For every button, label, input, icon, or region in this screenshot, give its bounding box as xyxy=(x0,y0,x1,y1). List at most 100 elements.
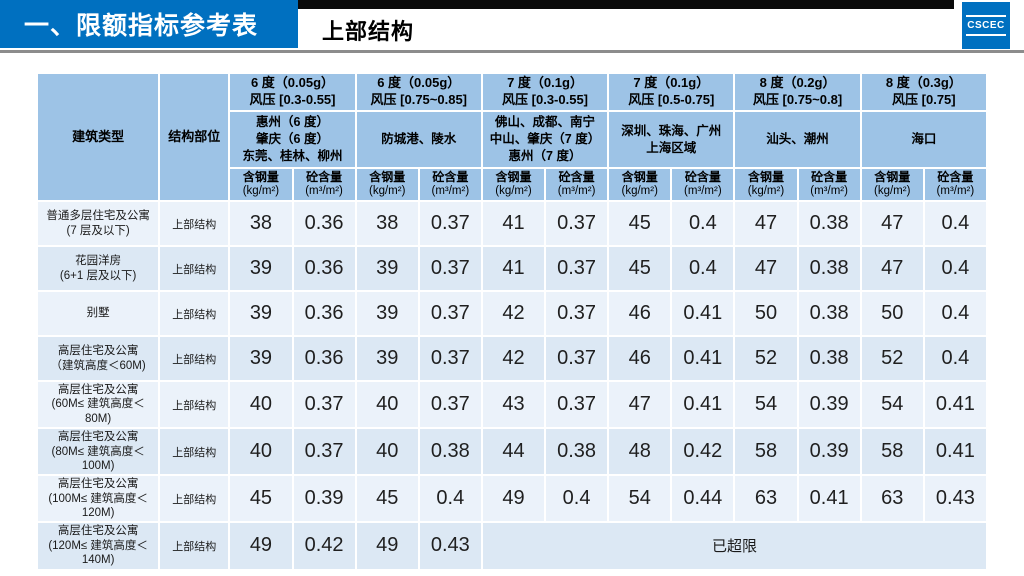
value-cell: 0.4 xyxy=(417,474,483,524)
slide-title-bar: 一、限额指标参考表 xyxy=(0,0,298,48)
value-cell: 47 xyxy=(859,200,925,247)
value-cell: 0.36 xyxy=(291,245,357,292)
value-cell: 0.38 xyxy=(796,335,862,382)
table-row: 别墅 上部结构 39 0.36 39 0.37 42 0.37 46 0.41 50 0.38 50 0.… xyxy=(35,290,989,337)
value-cell: 0.37 xyxy=(417,245,483,292)
value-cell: 0.37 xyxy=(291,379,357,430)
measure-header-concrete-2: 砼含量 (m³/m²) xyxy=(417,167,483,202)
measure-header-steel-4: 含钢量 (kg/m²) xyxy=(607,167,673,202)
structure-part-cell: 上部结构 xyxy=(158,335,231,382)
value-cell: 0.42 xyxy=(670,427,736,477)
value-cell: 50 xyxy=(859,290,925,337)
measure-header-steel-6: 含钢量 (kg/m²) xyxy=(859,167,925,202)
value-cell: 0.37 xyxy=(544,245,610,292)
measure-header-concrete-4: 砼含量 (m³/m²) xyxy=(670,167,736,202)
value-cell: 0.4 xyxy=(670,245,736,292)
value-cell: 0.38 xyxy=(417,427,483,477)
structure-part-cell: 上部结构 xyxy=(158,474,231,524)
value-cell: 0.37 xyxy=(544,335,610,382)
value-cell: 0.4 xyxy=(544,474,610,524)
value-cell: 0.37 xyxy=(291,427,357,477)
structure-part-cell: 上部结构 xyxy=(158,427,231,477)
table-row: 高层住宅及公寓 (120M≤ 建筑高度＜140M) 上部结构 49 0.42 49 0.4… xyxy=(35,521,989,571)
group-header-cities-6: 海口 xyxy=(859,110,989,169)
value-cell: 52 xyxy=(733,335,799,382)
cscec-logo: CSCEC xyxy=(962,2,1010,49)
over-limit-cell: 已超限 xyxy=(480,521,989,571)
value-cell: 58 xyxy=(733,427,799,477)
value-cell: 39 xyxy=(228,245,294,292)
group-header-intensity-3: 7 度（0.1g） 风压 [0.3-0.55] xyxy=(480,72,610,112)
value-cell: 43 xyxy=(480,379,547,430)
measure-header-steel-2: 含钢量 (kg/m²) xyxy=(354,167,420,202)
table-row: 高层住宅及公寓 (60M≤ 建筑高度＜80M) 上部结构 40 0.37 40 0.37 4… xyxy=(35,379,989,430)
value-cell: 40 xyxy=(354,379,420,430)
value-cell: 0.41 xyxy=(922,427,989,477)
slide-subtitle: 上部结构 xyxy=(322,18,415,44)
value-cell: 0.38 xyxy=(796,200,862,247)
table-row: 花园洋房 (6+1 层及以下) 上部结构 39 0.36 39 0.37 41 0.37 45 0… xyxy=(35,245,989,292)
value-cell: 63 xyxy=(859,474,925,524)
value-cell: 38 xyxy=(228,200,294,247)
value-cell: 40 xyxy=(228,427,294,477)
measure-header-concrete-3: 砼含量 (m³/m²) xyxy=(544,167,610,202)
value-cell: 0.41 xyxy=(670,290,736,337)
value-cell: 0.41 xyxy=(670,379,736,430)
measure-header-steel-3: 含钢量 (kg/m²) xyxy=(480,167,547,202)
measure-header-concrete-1: 砼含量 (m³/m²) xyxy=(291,167,357,202)
value-cell: 49 xyxy=(228,521,294,571)
value-cell: 0.39 xyxy=(291,474,357,524)
measure-header-concrete-6: 砼含量 (m³/m²) xyxy=(922,167,989,202)
value-cell: 39 xyxy=(228,335,294,382)
value-cell: 47 xyxy=(733,245,799,292)
value-cell: 40 xyxy=(228,379,294,430)
structure-part-cell: 上部结构 xyxy=(158,379,231,430)
value-cell: 47 xyxy=(733,200,799,247)
slide-title: 一、限额指标参考表 xyxy=(24,12,259,40)
value-cell: 44 xyxy=(480,427,547,477)
value-cell: 39 xyxy=(354,290,420,337)
value-cell: 0.41 xyxy=(670,335,736,382)
value-cell: 0.37 xyxy=(417,379,483,430)
group-header-intensity-4: 7 度（0.1g） 风压 [0.5-0.75] xyxy=(607,72,736,112)
measure-header-steel-1: 含钢量 (kg/m²) xyxy=(228,167,294,202)
value-cell: 39 xyxy=(228,290,294,337)
value-cell: 0.39 xyxy=(796,379,862,430)
value-cell: 47 xyxy=(859,245,925,292)
value-cell: 42 xyxy=(480,335,547,382)
value-cell: 45 xyxy=(607,200,673,247)
building-type-cell: 高层住宅及公寓 (80M≤ 建筑高度＜100M) xyxy=(35,427,161,477)
value-cell: 0.44 xyxy=(670,474,736,524)
group-header-cities-5: 汕头、潮州 xyxy=(733,110,862,169)
value-cell: 0.38 xyxy=(544,427,610,477)
group-header-cities-1: 惠州（6 度） 肇庆（6 度） 东莞、桂林、柳州 xyxy=(228,110,357,169)
value-cell: 0.38 xyxy=(796,290,862,337)
value-cell: 47 xyxy=(607,379,673,430)
value-cell: 0.4 xyxy=(922,245,989,292)
table-row: 普通多层住宅及公寓 (7 层及以下) 上部结构 38 0.36 38 0.37 41 0.37… xyxy=(35,200,989,247)
value-cell: 54 xyxy=(607,474,673,524)
col-header-structure-part: 结构部位 xyxy=(158,72,231,202)
building-type-cell: 高层住宅及公寓 （建筑高度＜60M) xyxy=(35,335,161,382)
measure-header-concrete-5: 砼含量 (m³/m²) xyxy=(796,167,862,202)
table-row: 高层住宅及公寓 (100M≤ 建筑高度＜120M) 上部结构 45 0.39 45 0.4… xyxy=(35,474,989,524)
value-cell: 45 xyxy=(607,245,673,292)
value-cell: 0.38 xyxy=(796,245,862,292)
col-header-building-type: 建筑类型 xyxy=(35,72,161,202)
building-type-cell: 高层住宅及公寓 (100M≤ 建筑高度＜120M) xyxy=(35,474,161,524)
value-cell: 41 xyxy=(480,245,547,292)
group-header-intensity-1: 6 度（0.05g） 风压 [0.3-0.55] xyxy=(228,72,357,112)
value-cell: 40 xyxy=(354,427,420,477)
value-cell: 0.41 xyxy=(922,379,989,430)
table-row: 高层住宅及公寓 （建筑高度＜60M) 上部结构 39 0.36 39 0.37 42 0.37… xyxy=(35,335,989,382)
value-cell: 0.4 xyxy=(922,335,989,382)
group-header-cities-2: 防城港、陵水 xyxy=(354,110,483,169)
building-type-cell: 高层住宅及公寓 (60M≤ 建筑高度＜80M) xyxy=(35,379,161,430)
value-cell: 45 xyxy=(228,474,294,524)
structure-part-cell: 上部结构 xyxy=(158,245,231,292)
value-cell: 48 xyxy=(607,427,673,477)
measure-header-steel-5: 含钢量 (kg/m²) xyxy=(733,167,799,202)
value-cell: 54 xyxy=(733,379,799,430)
value-cell: 0.43 xyxy=(922,474,989,524)
value-cell: 42 xyxy=(480,290,547,337)
